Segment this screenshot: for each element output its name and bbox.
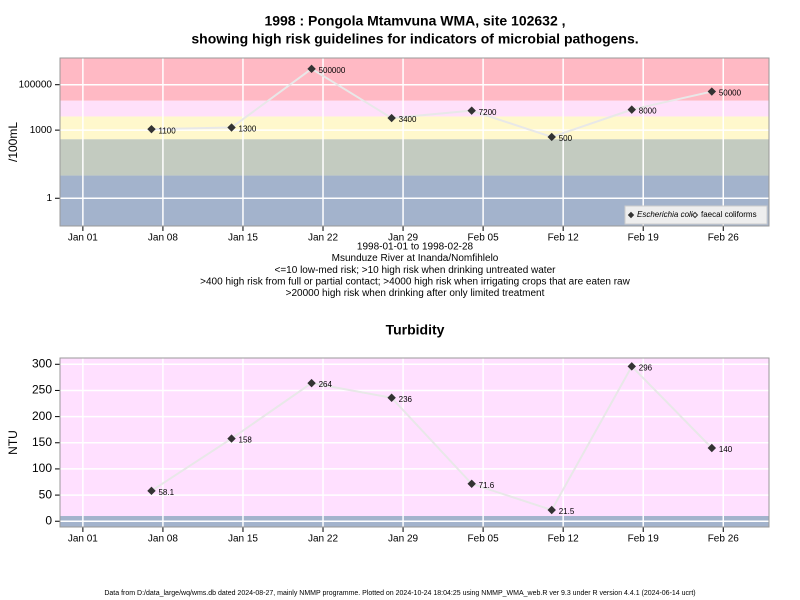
series-line <box>150 364 713 512</box>
x-tick-label: Feb 19 <box>628 233 660 244</box>
data-point <box>627 362 636 371</box>
data-label: 264 <box>319 380 333 389</box>
legend-marker <box>691 211 699 219</box>
data-point <box>147 124 156 134</box>
footer: Data from D:/data_large/wq/wms.db dated … <box>104 590 695 597</box>
y-tick-label: 100 <box>32 461 52 475</box>
x-tick-label: Feb 12 <box>548 534 580 545</box>
annotation: 1998-01-01 to 1998-02-28 <box>357 242 474 253</box>
data-label: 8000 <box>639 107 657 116</box>
data-point <box>387 393 396 402</box>
data-point <box>707 87 717 96</box>
x-tick-label: Jan 22 <box>308 233 338 244</box>
data-label: 158 <box>239 436 253 445</box>
plot-frame <box>59 357 770 528</box>
y-tick-label: 1000 <box>30 125 53 136</box>
y-tick-label: 100000 <box>19 79 53 90</box>
x-tick-label: Jan 15 <box>228 534 258 545</box>
y-axis-label: NTU <box>6 430 20 455</box>
data-label: 50000 <box>719 89 742 98</box>
data-point <box>707 443 717 453</box>
annotation: <=10 low-med risk; >10 high risk when dr… <box>275 265 557 276</box>
risk-band <box>60 100 769 117</box>
data-label: 21.5 <box>559 507 575 516</box>
y-tick-label: 1 <box>46 193 52 204</box>
y-axis-label: /100mL <box>6 122 20 162</box>
data-point <box>627 105 636 114</box>
x-tick-label: Feb 26 <box>708 233 740 244</box>
data-label: 58.1 <box>158 488 174 497</box>
data-point <box>547 132 556 142</box>
data-point <box>467 479 476 488</box>
legend-marker <box>627 211 635 219</box>
risk-band <box>60 58 769 101</box>
x-tick-label: Feb 26 <box>708 534 740 545</box>
data-label: 1300 <box>239 125 257 134</box>
data-point <box>227 123 236 132</box>
data-point <box>387 113 396 123</box>
y-tick-label: 150 <box>32 435 52 449</box>
data-label: 500000 <box>319 66 346 75</box>
plot-frame <box>59 57 770 227</box>
data-label: 296 <box>639 363 653 372</box>
series-line <box>151 67 713 139</box>
legend-label: Escherichia coli <box>637 210 693 219</box>
x-tick-label: Feb 12 <box>548 233 580 244</box>
risk-band <box>60 139 769 176</box>
data-point <box>307 378 316 388</box>
chart-title: Turbidity <box>386 322 445 338</box>
x-tick-label: Jan 08 <box>148 233 178 244</box>
x-tick-label: Jan 01 <box>68 534 98 545</box>
data-label: 236 <box>399 395 413 404</box>
x-tick-label: Feb 05 <box>468 233 500 244</box>
data-point <box>227 434 236 443</box>
x-tick-label: Feb 05 <box>468 534 500 545</box>
x-tick-label: Jan 29 <box>388 233 418 244</box>
data-label: 71.6 <box>479 481 495 490</box>
x-tick-label: Jan 29 <box>388 534 418 545</box>
y-tick-label: 250 <box>32 383 52 397</box>
data-label: 3400 <box>399 115 417 124</box>
y-tick-label: 0 <box>45 513 52 527</box>
y-tick-label: 50 <box>39 487 53 501</box>
legend: Escherichia coli faecal coliforms <box>624 205 768 225</box>
y-tick-label: 300 <box>32 356 52 370</box>
legend-box <box>624 205 768 225</box>
x-tick-label: Jan 22 <box>308 534 338 545</box>
chart-title: 1998 : Pongola Mtamvuna WMA, site 102632… <box>264 13 565 29</box>
data-label: 500 <box>559 134 573 143</box>
data-label: 1100 <box>158 126 176 135</box>
annotation: Msunduze River at Inanda/Nomfihlelo <box>332 253 499 264</box>
x-tick-label: Feb 19 <box>628 534 660 545</box>
y-tick-label: 200 <box>32 409 52 423</box>
risk-band <box>60 358 769 517</box>
data-point <box>147 486 156 496</box>
data-point <box>547 505 556 515</box>
x-tick-label: Jan 01 <box>68 233 98 244</box>
data-label: 7200 <box>479 108 497 117</box>
legend-label: faecal coliforms <box>701 210 757 219</box>
x-tick-label: Jan 15 <box>228 233 258 244</box>
x-tick-label: Jan 08 <box>148 534 178 545</box>
data-label: 140 <box>719 445 733 454</box>
chart-title: showing high risk guidelines for indicat… <box>191 31 638 47</box>
annotation: >400 high risk from full or partial cont… <box>200 276 630 287</box>
data-point <box>467 106 476 115</box>
data-point <box>307 64 316 74</box>
annotation: >20000 high risk when drinking after onl… <box>286 288 545 299</box>
